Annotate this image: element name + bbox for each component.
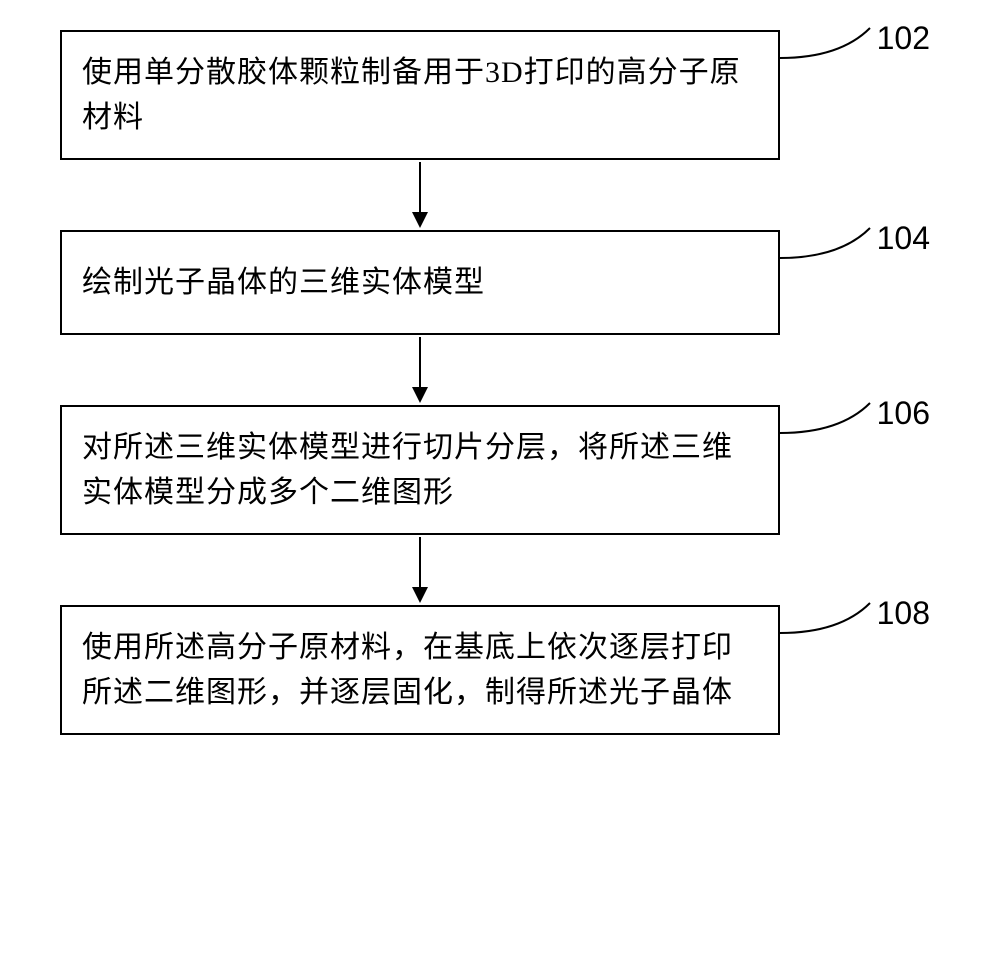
flowchart-container: 使用单分散胶体颗粒制备用于3D打印的高分子原材料 102 绘制光子晶体的三维实体… bbox=[60, 30, 940, 735]
step-text: 绘制光子晶体的三维实体模型 bbox=[82, 266, 485, 299]
step-text: 对所述三维实体模型进行切片分层，将所述三维实体模型分成多个二维图形 bbox=[82, 431, 733, 509]
flow-arrow bbox=[60, 160, 780, 230]
step-box: 使用单分散胶体颗粒制备用于3D打印的高分子原材料 bbox=[60, 30, 780, 160]
step-box: 使用所述高分子原材料，在基底上依次逐层打印所述二维图形，并逐层固化，制得所述光子… bbox=[60, 605, 780, 735]
flow-arrow bbox=[60, 535, 780, 605]
flow-step: 使用单分散胶体颗粒制备用于3D打印的高分子原材料 102 bbox=[60, 30, 780, 160]
step-box: 绘制光子晶体的三维实体模型 bbox=[60, 230, 780, 335]
flow-step: 绘制光子晶体的三维实体模型 104 bbox=[60, 230, 780, 335]
step-text: 使用所述高分子原材料，在基底上依次逐层打印所述二维图形，并逐层固化，制得所述光子… bbox=[82, 631, 733, 709]
flow-arrow bbox=[60, 335, 780, 405]
step-label: 104 bbox=[877, 220, 930, 257]
flow-step: 对所述三维实体模型进行切片分层，将所述三维实体模型分成多个二维图形 106 bbox=[60, 405, 780, 535]
step-label: 108 bbox=[877, 595, 930, 632]
flow-step: 使用所述高分子原材料，在基底上依次逐层打印所述二维图形，并逐层固化，制得所述光子… bbox=[60, 605, 780, 735]
step-label: 102 bbox=[877, 20, 930, 57]
step-box: 对所述三维实体模型进行切片分层，将所述三维实体模型分成多个二维图形 bbox=[60, 405, 780, 535]
step-text: 使用单分散胶体颗粒制备用于3D打印的高分子原材料 bbox=[82, 56, 741, 134]
step-label: 106 bbox=[877, 395, 930, 432]
